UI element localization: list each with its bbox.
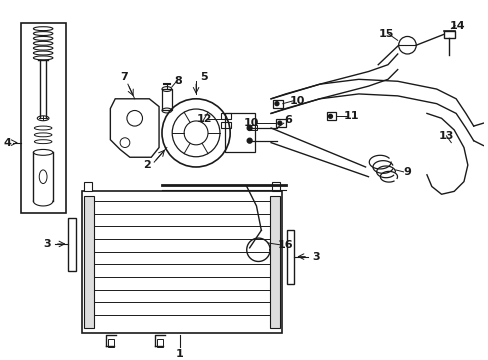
Bar [68, 218, 76, 271]
Bar [326, 112, 336, 120]
Circle shape [328, 114, 332, 118]
Text: 16: 16 [277, 240, 293, 250]
Text: 1: 1 [175, 349, 183, 359]
Text: 6: 6 [284, 115, 292, 125]
Bar [272, 100, 282, 108]
Text: 8: 8 [174, 76, 182, 86]
Bar [286, 230, 294, 284]
Bar [269, 196, 279, 328]
Bar [271, 181, 279, 192]
Circle shape [274, 102, 278, 105]
Text: 3: 3 [43, 239, 51, 249]
Text: 12: 12 [197, 114, 212, 124]
Text: 11: 11 [343, 111, 358, 121]
Text: 3: 3 [311, 252, 319, 262]
Text: 10: 10 [244, 118, 259, 128]
Circle shape [247, 126, 252, 130]
Bar [84, 196, 94, 328]
Bar [221, 122, 231, 128]
Text: 15: 15 [378, 28, 393, 39]
Bar [20, 23, 65, 213]
Bar [108, 339, 114, 347]
Text: 4: 4 [3, 138, 11, 148]
Bar [443, 31, 454, 39]
Text: 10: 10 [289, 96, 305, 106]
Text: 7: 7 [120, 72, 127, 82]
Bar [157, 339, 163, 347]
Bar [225, 113, 254, 152]
Circle shape [247, 138, 252, 143]
Bar [82, 192, 281, 333]
Bar [275, 119, 285, 127]
Text: 2: 2 [143, 160, 151, 170]
Text: 14: 14 [448, 21, 464, 31]
Bar [84, 181, 92, 192]
Bar [162, 89, 171, 111]
Text: 13: 13 [438, 131, 453, 141]
Circle shape [277, 121, 281, 125]
Bar [249, 125, 257, 130]
Bar [221, 113, 231, 119]
Text: 9: 9 [403, 167, 410, 177]
Text: 5: 5 [200, 72, 207, 82]
